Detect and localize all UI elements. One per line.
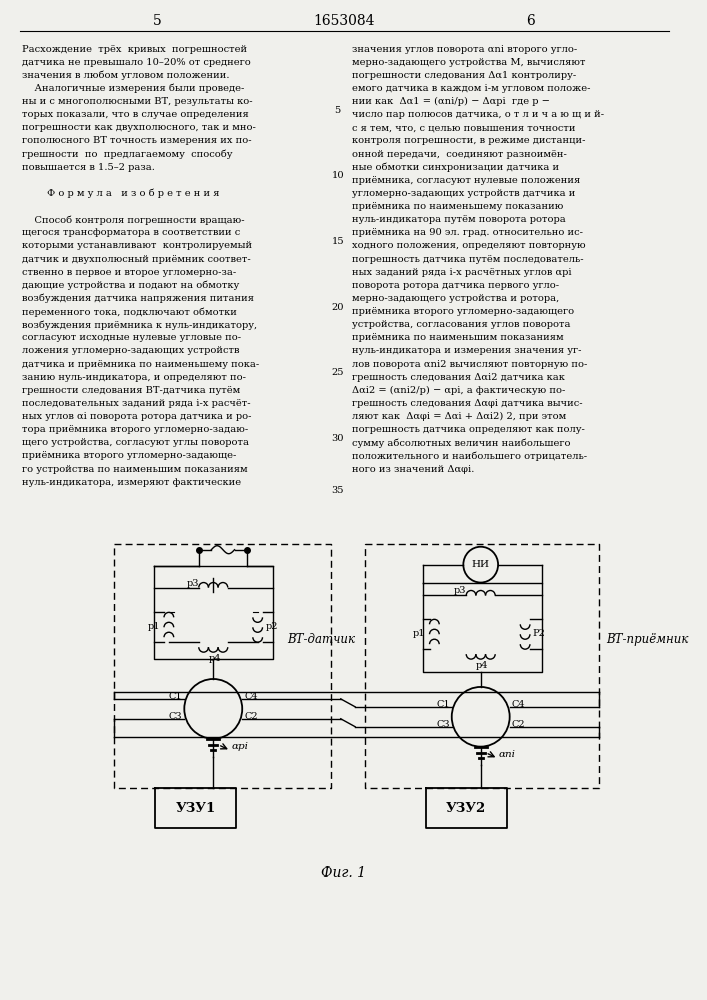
Text: дающие устройства и подают на обмотку: дающие устройства и подают на обмотку (22, 281, 240, 290)
Text: 30: 30 (332, 434, 344, 443)
Text: р4: р4 (209, 654, 221, 663)
Text: датчика не превышало 10–20% от среднего: датчика не превышало 10–20% от среднего (22, 58, 251, 67)
Text: емого датчика в каждом i-м угловом положе-: емого датчика в каждом i-м угловом полож… (352, 84, 591, 93)
Text: УЗУ1: УЗУ1 (176, 802, 216, 815)
Text: р1: р1 (413, 629, 426, 638)
Text: ВТ-приёмник: ВТ-приёмник (606, 633, 689, 646)
Text: С2: С2 (512, 720, 525, 729)
Text: ны и с многополюсными ВТ, результаты ко-: ны и с многополюсными ВТ, результаты ко- (22, 97, 252, 106)
Text: нуль-индикатора и измерения значения уг-: нуль-индикатора и измерения значения уг- (352, 346, 582, 355)
Text: ные обмотки синхронизации датчика и: ные обмотки синхронизации датчика и (352, 163, 559, 172)
Text: нуль-индикатора путём поворота ротора: нуль-индикатора путём поворота ротора (352, 215, 566, 224)
Text: приёмника на 90 эл. град. относительно ис-: приёмника на 90 эл. град. относительно и… (352, 228, 583, 237)
Text: го устройства по наименьшим показаниям: го устройства по наименьшим показаниям (22, 465, 247, 474)
Text: приёмника второго угломерно-задающе-: приёмника второго угломерно-задающе- (22, 451, 236, 460)
Text: НИ: НИ (472, 560, 490, 569)
Text: 10: 10 (332, 171, 344, 180)
Text: С4: С4 (512, 700, 525, 709)
Text: 5: 5 (153, 14, 162, 28)
Text: р2: р2 (265, 622, 278, 631)
Text: погрешность датчика определяют как полу-: погрешность датчика определяют как полу- (352, 425, 585, 434)
Text: ходного положения, определяют повторную: ходного положения, определяют повторную (352, 241, 586, 250)
Text: грешность следования Δαφi датчика вычис-: грешность следования Δαφi датчика вычис- (352, 399, 583, 408)
Text: переменного тока, подключают обмотки: переменного тока, подключают обмотки (22, 307, 237, 317)
Text: контроля погрешности, в режиме дистанци-: контроля погрешности, в режиме дистанци- (352, 136, 586, 145)
Text: с я тем, что, с целью повышения точности: с я тем, что, с целью повышения точности (352, 123, 575, 132)
Text: 20: 20 (332, 303, 344, 312)
Text: αpi: αpi (232, 742, 249, 751)
Text: положительного и наибольшего отрицатель-: положительного и наибольшего отрицатель- (352, 451, 588, 461)
Text: возбуждения датчика напряжения питания: возбуждения датчика напряжения питания (22, 294, 254, 303)
Text: ных заданий ряда i-х расчётных углов αpi: ных заданий ряда i-х расчётных углов αpi (352, 268, 572, 277)
Text: Способ контроля погрешности вращаю-: Способ контроля погрешности вращаю- (22, 215, 245, 225)
Text: щего устройства, согласуют углы поворота: щего устройства, согласуют углы поворота (22, 438, 249, 447)
Text: приёмника по наименьшему показанию: приёмника по наименьшему показанию (352, 202, 563, 211)
Text: значения углов поворота αni второго угло-: значения углов поворота αni второго угло… (352, 45, 578, 54)
Text: р1: р1 (148, 622, 160, 631)
Text: мерно-задающего устройства М, вычисляют: мерно-задающего устройства М, вычисляют (352, 58, 586, 67)
Text: С3: С3 (436, 720, 450, 729)
Text: приёмника по наименьшим показаниям: приёмника по наименьшим показаниям (352, 333, 564, 342)
Text: грешности следования ВТ-датчика путём: грешности следования ВТ-датчика путём (22, 386, 240, 395)
Text: Расхождение  трёх  кривых  погрешностей: Расхождение трёх кривых погрешностей (22, 45, 247, 54)
Text: 35: 35 (332, 486, 344, 495)
Text: Δαi2 = (αni2/р) − αpi, а фактическую по-: Δαi2 = (αni2/р) − αpi, а фактическую по- (352, 386, 566, 395)
Text: последовательных заданий ряда i-х расчёт-: последовательных заданий ряда i-х расчёт… (22, 399, 251, 408)
Text: торых показали, что в случае определения: торых показали, что в случае определения (22, 110, 249, 119)
Text: щегося трансформатора в соответствии с: щегося трансформатора в соответствии с (22, 228, 240, 237)
Text: 1653084: 1653084 (313, 14, 374, 28)
Text: приёмника второго угломерно-задающего: приёмника второго угломерно-задающего (352, 307, 574, 316)
Text: сумму абсолютных величин наибольшего: сумму абсолютных величин наибольшего (352, 438, 571, 448)
Text: погрешности следования Δα1 контролиру-: погрешности следования Δα1 контролиру- (352, 71, 576, 80)
Text: приёмника, согласуют нулевые положения: приёмника, согласуют нулевые положения (352, 176, 580, 185)
Text: повышается в 1.5–2 раза.: повышается в 1.5–2 раза. (22, 163, 155, 172)
Text: С4: С4 (244, 692, 258, 701)
Text: Аналогичные измерения были проведе-: Аналогичные измерения были проведе- (22, 84, 245, 93)
Text: 25: 25 (332, 368, 344, 377)
Text: Ф о р м у л а   и з о б р е т е н и я: Ф о р м у л а и з о б р е т е н и я (22, 189, 220, 198)
Text: 5: 5 (334, 106, 341, 115)
Text: грешности  по  предлагаемому  способу: грешности по предлагаемому способу (22, 150, 233, 159)
Text: ственно в первое и второе угломерно-за-: ственно в первое и второе угломерно-за- (22, 268, 236, 277)
Text: онной передачи,  соединяют разноимён-: онной передачи, соединяют разноимён- (352, 150, 567, 159)
Text: погрешности как двухполюсного, так и мно-: погрешности как двухполюсного, так и мно… (22, 123, 256, 132)
Text: число пар полюсов датчика, о т л и ч а ю щ и й-: число пар полюсов датчика, о т л и ч а ю… (352, 110, 604, 119)
Text: датчик и двухполюсный приёмник соответ-: датчик и двухполюсный приёмник соответ- (22, 255, 251, 264)
Text: С3: С3 (169, 712, 182, 721)
Text: мерно-задающего устройства и ротора,: мерно-задающего устройства и ротора, (352, 294, 559, 303)
Text: поворота ротора датчика первого угло-: поворота ротора датчика первого угло- (352, 281, 559, 290)
Text: р4: р4 (476, 661, 489, 670)
Text: согласуют исходные нулевые угловые по-: согласуют исходные нулевые угловые по- (22, 333, 241, 342)
Text: тора приёмника второго угломерно-задаю-: тора приёмника второго угломерно-задаю- (22, 425, 248, 434)
Text: р3: р3 (186, 579, 199, 588)
Text: угломерно-задающих устройств датчика и: угломерно-задающих устройств датчика и (352, 189, 575, 198)
Text: грешность следования Δαi2 датчика как: грешность следования Δαi2 датчика как (352, 373, 565, 382)
Text: С1: С1 (436, 700, 450, 709)
Text: Р2: Р2 (533, 629, 546, 638)
Text: Фиг. 1: Фиг. 1 (321, 866, 366, 880)
Text: ных углов αi поворота ротора датчика и ро-: ных углов αi поворота ротора датчика и р… (22, 412, 252, 421)
Text: лов поворота αni2 вычисляют повторную по-: лов поворота αni2 вычисляют повторную по… (352, 360, 588, 369)
Text: нии как  Δα1 = (αni/р) − Δαpi  где р −: нии как Δα1 = (αni/р) − Δαpi где р − (352, 97, 550, 106)
Text: значения в любом угловом положении.: значения в любом угловом положении. (22, 71, 230, 80)
Text: ВТ-датчик: ВТ-датчик (288, 633, 356, 646)
Text: 15: 15 (332, 237, 344, 246)
Text: αni: αni (499, 750, 516, 759)
Text: устройства, согласования углов поворота: устройства, согласования углов поворота (352, 320, 571, 329)
Text: нуль-индикатора, измеряют фактические: нуль-индикатора, измеряют фактические (22, 478, 241, 487)
Text: гополюсного ВТ точность измерения их по-: гополюсного ВТ точность измерения их по- (22, 136, 252, 145)
Text: р3: р3 (454, 586, 466, 595)
Text: С1: С1 (169, 692, 182, 701)
Text: занию нуль-индикатора, и определяют по-: занию нуль-индикатора, и определяют по- (22, 373, 246, 382)
Text: которыми устанавливают  контролируемый: которыми устанавливают контролируемый (22, 241, 252, 250)
Text: погрешность датчика путём последователь-: погрешность датчика путём последователь- (352, 255, 584, 264)
Text: ляют как  Δαφi = Δαi + Δαi2) 2, при этом: ляют как Δαφi = Δαi + Δαi2) 2, при этом (352, 412, 566, 421)
Text: С2: С2 (244, 712, 258, 721)
Text: ного из значений Δαφi.: ного из значений Δαφi. (352, 465, 474, 474)
Text: 6: 6 (527, 14, 535, 28)
Text: ложения угломерно-задающих устройств: ложения угломерно-задающих устройств (22, 346, 240, 355)
Text: датчика и приёмника по наименьшему пока-: датчика и приёмника по наименьшему пока- (22, 360, 259, 369)
Text: возбуждения приёмника к нуль-индикатору,: возбуждения приёмника к нуль-индикатору, (22, 320, 257, 330)
Text: УЗУ2: УЗУ2 (446, 802, 486, 815)
